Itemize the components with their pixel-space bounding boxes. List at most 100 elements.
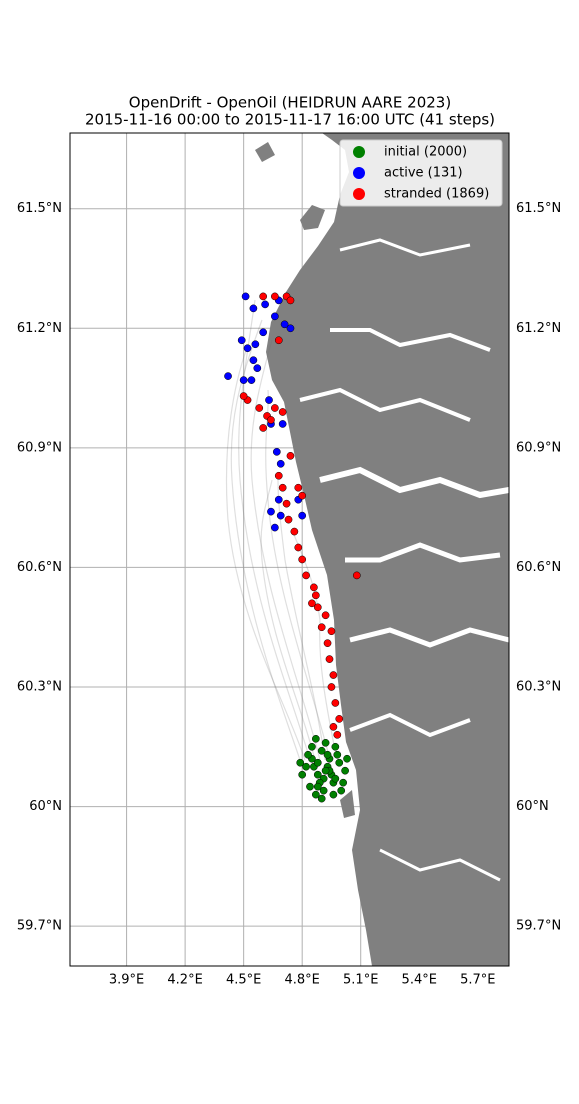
oil-particle xyxy=(317,623,326,632)
oil-particle xyxy=(308,599,316,608)
x-tick-label: 5.1°E xyxy=(343,973,378,988)
oil-particle xyxy=(298,770,307,779)
oil-particle xyxy=(243,344,252,353)
y-tick-label: 61.5°N xyxy=(17,201,62,216)
chart-subtitle: 2015-11-16 00:00 to 2015-11-17 16:00 UTC… xyxy=(85,111,495,129)
oil-particle xyxy=(323,750,332,759)
oil-particle xyxy=(259,292,268,301)
oil-particle xyxy=(276,459,285,468)
oil-particle xyxy=(331,774,340,783)
oil-particle xyxy=(352,571,361,580)
oil-particle xyxy=(286,324,295,333)
oil-particle xyxy=(311,591,320,600)
legend-label: stranded (1869) xyxy=(384,187,489,202)
oil-particle xyxy=(280,320,289,329)
oil-particle xyxy=(298,491,307,500)
oil-particle xyxy=(224,372,232,380)
oil-particle xyxy=(265,396,273,404)
oil-particle xyxy=(302,571,310,580)
coastline-land xyxy=(255,133,509,966)
x-tick-label: 4.2°E xyxy=(167,973,202,988)
points xyxy=(224,292,361,803)
oil-particle xyxy=(306,782,314,791)
oil-particle xyxy=(239,376,248,384)
legend-box xyxy=(339,139,503,207)
legend-marker xyxy=(353,167,365,179)
oil-particle xyxy=(274,336,283,345)
oil-particle xyxy=(321,738,330,747)
oil-particle xyxy=(298,511,307,520)
y-tick-label-right: 59.7°N xyxy=(516,919,561,934)
oil-particle xyxy=(335,758,344,767)
y-tick-label-right: 61.5°N xyxy=(516,201,561,216)
oil-particle xyxy=(239,392,248,400)
oil-particle xyxy=(274,471,283,480)
oil-particle xyxy=(298,555,307,564)
oil-particle xyxy=(274,495,283,504)
oil-particle xyxy=(311,790,320,799)
oil-particle xyxy=(255,404,264,412)
y-tick-label: 60.6°N xyxy=(17,560,62,575)
oil-particle xyxy=(249,304,258,313)
oil-particle xyxy=(329,790,338,799)
oil-particle xyxy=(313,603,322,612)
oil-particle xyxy=(271,292,279,301)
y-tick-label: 60.9°N xyxy=(17,440,62,455)
legend-label: initial (2000) xyxy=(384,145,467,160)
oil-particle xyxy=(317,746,326,755)
oil-particle xyxy=(313,770,322,779)
y-tick-label: 61.2°N xyxy=(17,321,62,336)
oil-particle xyxy=(308,742,316,751)
oil-particle xyxy=(278,420,287,428)
oil-particle xyxy=(325,655,334,663)
y-tick-label-right: 60.3°N xyxy=(516,680,561,695)
y-tick-label-right: 60.9°N xyxy=(516,440,561,455)
chart-title: OpenDrift - OpenOil (HEIDRUN AARE 2023) xyxy=(129,94,451,112)
oil-particle xyxy=(286,296,295,305)
y-tick-label: 59.7°N xyxy=(17,919,62,934)
oil-particle xyxy=(339,778,348,787)
y-tick-label-right: 60.6°N xyxy=(516,560,561,575)
oil-particle xyxy=(304,750,312,759)
oil-particle xyxy=(249,356,258,365)
legend: initial (2000) active (131) stranded (1869… xyxy=(339,139,503,207)
x-tick-label: 4.8°E xyxy=(284,973,319,988)
oil-particle xyxy=(333,750,342,759)
oil-particle xyxy=(343,754,351,763)
oil-particle xyxy=(313,782,322,791)
oil-particle xyxy=(259,424,268,432)
oil-particle xyxy=(247,376,256,384)
oil-particle xyxy=(259,328,268,337)
oil-particle xyxy=(271,404,279,412)
x-tick-label: 4.5°E xyxy=(226,973,261,988)
oil-particle xyxy=(271,312,279,321)
oil-particle xyxy=(331,699,340,707)
oil-particle xyxy=(294,543,303,552)
oil-particle xyxy=(329,723,338,731)
oil-particle xyxy=(290,527,299,536)
map-layer xyxy=(70,133,509,966)
oil-particle xyxy=(241,292,250,301)
oil-particle xyxy=(251,340,260,349)
oil-particle xyxy=(317,794,326,803)
oil-particle xyxy=(341,766,349,775)
oil-particle xyxy=(261,300,269,309)
oil-particle xyxy=(333,730,342,739)
oil-particle xyxy=(271,523,279,532)
x-tick-label: 5.4°E xyxy=(402,973,437,988)
oil-particle xyxy=(272,448,281,456)
oil-particle xyxy=(286,451,295,460)
oil-particle xyxy=(311,734,320,743)
oil-particle xyxy=(327,683,336,691)
oil-particle xyxy=(329,671,338,679)
oil-particle xyxy=(323,639,332,648)
y-tick-label-right: 61.2°N xyxy=(516,321,561,336)
y-tick-label-right: 60°N xyxy=(516,799,549,814)
oil-particle xyxy=(284,515,293,524)
oil-particle xyxy=(276,511,285,520)
oil-particle xyxy=(296,758,305,767)
oil-particle xyxy=(337,786,346,795)
y-tick-label: 60°N xyxy=(29,799,62,814)
oil-particle xyxy=(278,483,287,492)
